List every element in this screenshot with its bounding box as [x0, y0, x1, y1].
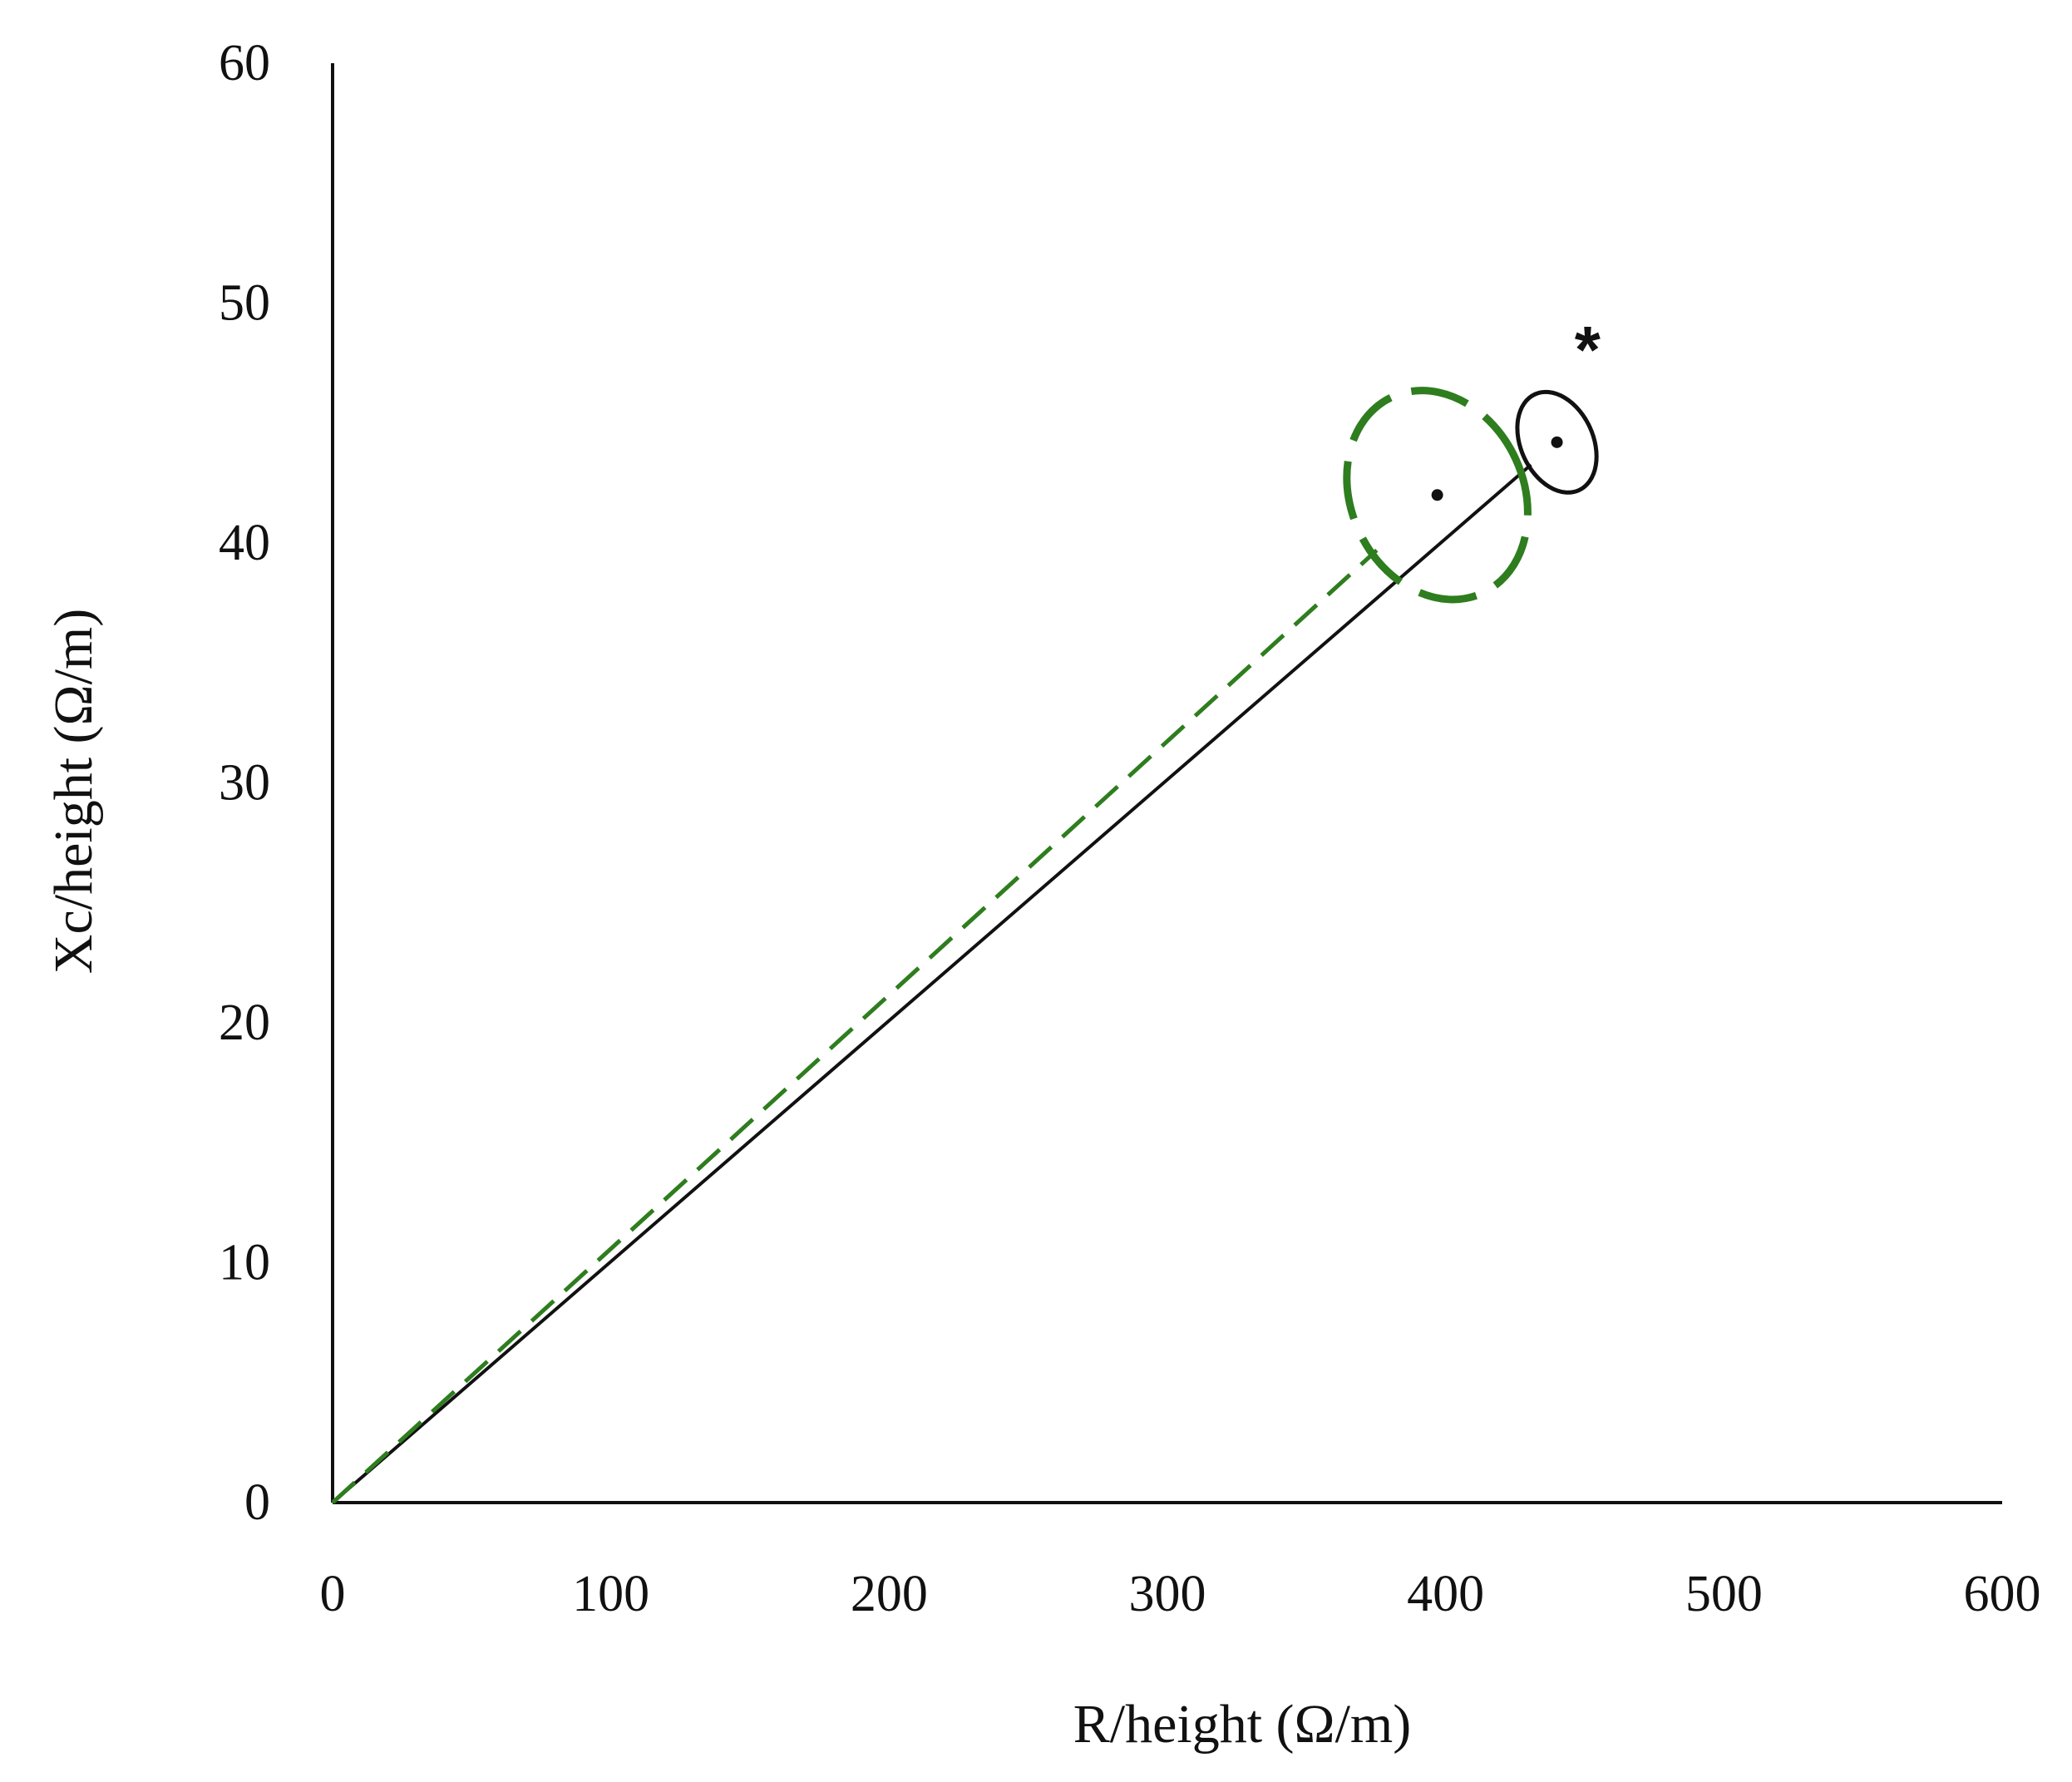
series-solid — [331, 389, 1599, 1504]
confidence-ellipse — [1343, 387, 1532, 604]
y-tick-label: 40 — [219, 515, 270, 571]
x-tick-label: 100 — [572, 1566, 649, 1622]
axes — [331, 63, 2002, 1504]
x-tick-label: 600 — [1964, 1566, 2041, 1622]
x-tick-label: 300 — [1129, 1566, 1206, 1622]
y-tick-label: 60 — [219, 35, 270, 91]
x-tick-label: 500 — [1685, 1566, 1763, 1622]
x-tick-label: 400 — [1407, 1566, 1484, 1622]
x-tick-label: 200 — [851, 1566, 928, 1622]
series-dashed — [331, 387, 1532, 1504]
mean-point — [1551, 436, 1563, 448]
annotation-layer: * — [1575, 313, 1601, 387]
x-axis-title: R/height (Ω/m) — [1073, 1694, 1412, 1755]
y-tick-label: 0 — [244, 1474, 270, 1531]
x-tick-label: 0 — [320, 1566, 346, 1622]
series-layer — [331, 387, 1599, 1504]
vector-line — [331, 548, 1379, 1504]
x-tick-labels: 0 100 200 300 400 500 600 — [320, 1566, 2041, 1622]
confidence-ellipse — [1515, 389, 1599, 495]
mean-point — [1431, 489, 1443, 501]
y-axis-title: Xc/height (Ω/m) — [43, 609, 104, 974]
y-tick-labels: 0 10 20 30 40 50 60 — [219, 35, 270, 1531]
significance-marker: * — [1575, 313, 1601, 387]
y-tick-label: 10 — [219, 1235, 270, 1291]
y-tick-label: 20 — [219, 995, 270, 1051]
vector-line — [331, 463, 1532, 1504]
y-tick-label: 30 — [219, 755, 270, 812]
y-tick-label: 50 — [219, 275, 270, 332]
